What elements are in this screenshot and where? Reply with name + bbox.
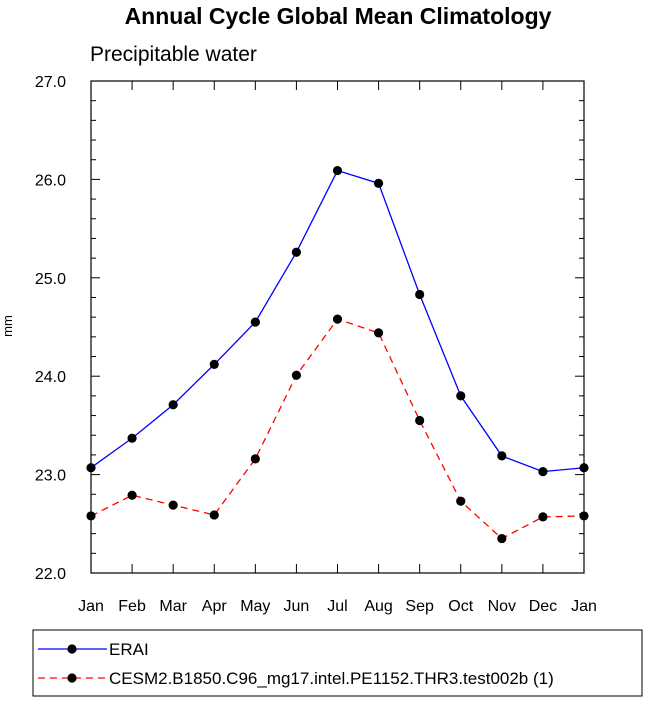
y-tick-label: 24.0	[35, 369, 66, 386]
series-2-point	[127, 490, 137, 500]
chart-title: Annual Cycle Global Mean Climatology	[125, 3, 552, 29]
series-2-point	[332, 314, 343, 324]
x-tick-label: Oct	[448, 598, 473, 615]
series-1-point	[168, 400, 178, 410]
series-1-point	[456, 391, 466, 401]
series-2-point	[415, 415, 425, 426]
x-tick-label: May	[240, 598, 270, 615]
y-tick-label: 25.0	[35, 271, 66, 288]
plot-frame	[90, 80, 585, 574]
series-2-point	[456, 496, 466, 506]
x-tick-labels: Jan Feb Mar Apr May Jun Jul Aug Sep Oct Nov Dec Jan	[78, 598, 597, 615]
legend-label-1: ERAI	[109, 640, 149, 659]
series-2-point	[373, 328, 384, 338]
x-tick-label: Apr	[202, 598, 228, 615]
series-1-point	[250, 317, 260, 327]
series-2-point	[250, 454, 260, 464]
series-2-point	[86, 511, 96, 521]
x-tick-label: Aug	[364, 598, 392, 615]
series-1-point	[209, 359, 219, 369]
series-1-point	[579, 463, 589, 473]
series-2-point	[579, 511, 589, 521]
series-points	[86, 165, 589, 544]
y-tick-label: 22.0	[35, 566, 66, 583]
series-2-point	[291, 370, 302, 380]
y-tick-label: 26.0	[35, 172, 66, 189]
x-tick-label: Jun	[284, 598, 310, 615]
series-2-point	[209, 510, 219, 520]
x-tick-label: Dec	[529, 598, 557, 615]
x-tick-label: Nov	[488, 598, 516, 615]
legend-marker-1	[67, 644, 77, 654]
legend: ERAI CESM2.B1850.C96_mg17.intel.PE1152.TH…	[38, 640, 554, 688]
x-tick-label: Mar	[159, 598, 187, 615]
series-2-point	[538, 512, 548, 522]
chart-subtitle: Precipitable water	[90, 43, 257, 66]
legend-marker-2	[67, 673, 77, 683]
x-tick-label: Feb	[118, 598, 146, 615]
series-1-point	[538, 467, 548, 477]
x-tick-label: Jan	[78, 598, 104, 615]
x-tick-label: Sep	[405, 598, 434, 615]
y-tick-label: 23.0	[35, 468, 66, 485]
series-2-point	[168, 500, 178, 510]
legend-label-2: CESM2.B1850.C96_mg17.intel.PE1152.THR3.t…	[109, 669, 554, 688]
y-tick-labels: 22.0 23.0 24.0 25.0 26.0 27.0	[35, 74, 66, 583]
series-1-point	[332, 165, 343, 176]
series-1-point	[373, 178, 384, 188]
axis-ticks	[90, 80, 585, 574]
legend-box	[32, 629, 643, 697]
y-tick-label: 27.0	[35, 74, 66, 91]
series-1-point	[497, 451, 507, 461]
series-1-point	[86, 463, 96, 473]
series-1-point	[127, 433, 137, 443]
x-tick-label: Jan	[571, 598, 597, 615]
x-tick-label: Jul	[327, 598, 347, 615]
series-1-point	[291, 247, 302, 257]
series-lines	[90, 169, 585, 540]
series-1-point	[415, 289, 425, 300]
series-line-2	[90, 318, 585, 540]
series-2-point	[497, 533, 507, 544]
y-axis-label: mm	[0, 315, 15, 337]
